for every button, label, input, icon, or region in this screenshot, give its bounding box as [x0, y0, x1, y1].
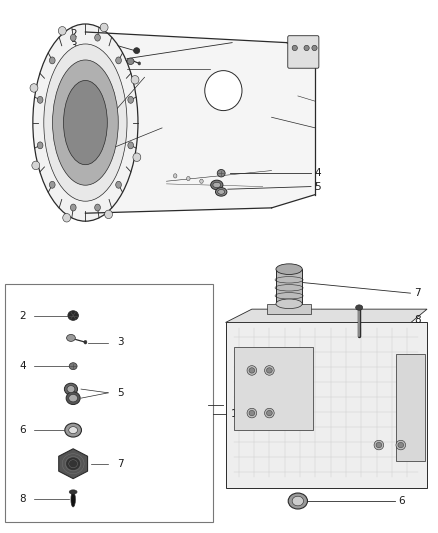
Text: 4: 4 [19, 361, 26, 371]
Text: 3: 3 [117, 337, 124, 346]
Ellipse shape [95, 34, 100, 41]
Text: 7: 7 [117, 459, 124, 469]
Ellipse shape [69, 394, 78, 402]
Ellipse shape [84, 340, 87, 344]
Text: 6: 6 [19, 425, 26, 435]
Ellipse shape [374, 440, 384, 450]
Text: 4: 4 [314, 168, 321, 178]
Ellipse shape [211, 180, 223, 190]
Ellipse shape [95, 204, 100, 211]
Ellipse shape [63, 214, 71, 222]
Ellipse shape [128, 142, 134, 149]
Ellipse shape [187, 176, 190, 181]
Ellipse shape [312, 45, 317, 51]
Text: 8: 8 [19, 495, 26, 504]
Ellipse shape [249, 410, 255, 416]
Ellipse shape [67, 458, 80, 470]
Bar [267, 304, 311, 314]
Ellipse shape [134, 47, 140, 54]
Bar [396, 354, 425, 461]
Ellipse shape [396, 440, 406, 450]
Ellipse shape [30, 84, 38, 92]
PathPatch shape [226, 309, 427, 322]
Ellipse shape [276, 264, 302, 274]
Ellipse shape [200, 179, 203, 183]
Ellipse shape [266, 368, 272, 373]
Ellipse shape [68, 311, 78, 320]
Ellipse shape [49, 57, 55, 64]
Text: 2: 2 [70, 29, 77, 39]
Ellipse shape [247, 408, 257, 418]
Bar [5, 284, 213, 522]
Ellipse shape [105, 210, 113, 219]
Ellipse shape [249, 368, 255, 373]
Text: 1: 1 [231, 409, 237, 418]
Ellipse shape [49, 181, 55, 188]
Ellipse shape [33, 25, 138, 221]
Ellipse shape [58, 27, 66, 35]
Ellipse shape [128, 96, 134, 103]
Ellipse shape [173, 174, 177, 178]
Ellipse shape [100, 23, 108, 31]
Ellipse shape [53, 60, 118, 185]
Ellipse shape [398, 442, 404, 448]
Ellipse shape [217, 169, 225, 177]
Ellipse shape [304, 45, 309, 51]
Ellipse shape [215, 188, 227, 196]
Text: 6: 6 [399, 496, 405, 506]
Bar [226, 322, 427, 488]
Ellipse shape [65, 423, 81, 437]
Ellipse shape [131, 76, 139, 84]
Ellipse shape [292, 45, 297, 51]
Ellipse shape [133, 153, 141, 161]
Ellipse shape [356, 305, 363, 310]
Ellipse shape [67, 335, 75, 341]
Text: 7: 7 [414, 288, 420, 298]
Text: 2: 2 [19, 311, 26, 320]
Ellipse shape [71, 204, 76, 211]
Ellipse shape [276, 299, 302, 309]
Ellipse shape [213, 182, 221, 188]
Ellipse shape [138, 62, 141, 65]
Ellipse shape [247, 366, 257, 375]
Ellipse shape [66, 392, 80, 405]
Ellipse shape [266, 410, 272, 416]
Text: 5: 5 [117, 388, 124, 398]
PathPatch shape [59, 449, 88, 479]
Ellipse shape [127, 58, 134, 64]
Ellipse shape [69, 362, 77, 369]
Ellipse shape [288, 493, 307, 509]
Ellipse shape [67, 386, 75, 392]
Ellipse shape [69, 426, 78, 434]
Ellipse shape [265, 408, 274, 418]
Ellipse shape [376, 442, 381, 448]
Text: 5: 5 [314, 182, 321, 191]
PathPatch shape [85, 32, 315, 213]
Ellipse shape [71, 492, 75, 507]
Ellipse shape [116, 57, 121, 64]
Ellipse shape [64, 80, 107, 165]
Bar [276, 269, 302, 304]
Ellipse shape [32, 161, 40, 169]
Bar [234, 348, 313, 430]
Ellipse shape [44, 44, 127, 201]
Ellipse shape [37, 142, 43, 149]
Ellipse shape [37, 96, 43, 103]
Ellipse shape [116, 181, 121, 188]
Ellipse shape [64, 383, 78, 395]
Ellipse shape [218, 189, 225, 195]
Text: 3: 3 [70, 41, 77, 51]
Ellipse shape [292, 496, 304, 506]
Text: 8: 8 [414, 315, 420, 325]
Ellipse shape [265, 366, 274, 375]
Ellipse shape [69, 490, 77, 494]
Ellipse shape [71, 34, 76, 41]
FancyBboxPatch shape [288, 36, 319, 68]
Ellipse shape [205, 70, 242, 111]
